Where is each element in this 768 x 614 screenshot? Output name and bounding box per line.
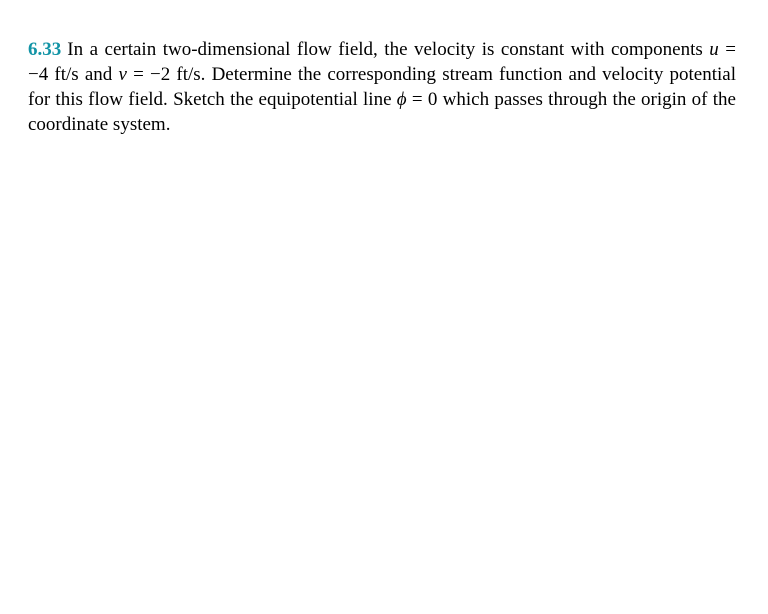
var-u: u (709, 39, 719, 60)
problem-text: 6.33 In a certain two-dimensional flow fi… (28, 37, 736, 137)
page: 6.33 In a certain two-dimensional flow fi… (0, 0, 768, 137)
var-phi: ϕ (397, 89, 407, 110)
problem-segment-1: In a certain two-dimensional flow field,… (67, 39, 709, 60)
var-v: v (118, 64, 126, 85)
problem-number: 6.33 (28, 39, 61, 60)
